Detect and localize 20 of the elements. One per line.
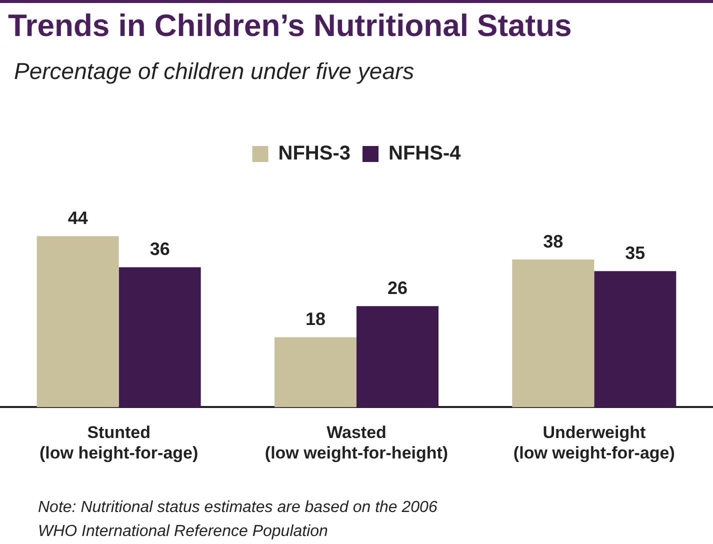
bar [36,236,119,408]
data-label: 44 [68,208,88,228]
x-tick-label: Stunted (low height-for-age) [40,423,198,462]
chart-subtitle: Percentage of children under five years [14,58,414,85]
text: Note: Nutritional status estimates are based on the 2006 WHO International Reference Population [38,498,438,542]
bar [274,337,356,408]
legend-label: NFHS-3 [278,142,351,165]
data-label: 26 [387,278,408,298]
data-label: 35 [625,243,646,264]
x-tick-label: Wasted (low weight-for-height) [264,423,448,462]
chart-title: Trends in Children’s Nutritional Status [8,8,572,44]
legend-label: NFHS-4 [388,142,462,165]
data-label: 36 [150,239,170,260]
data-label: 18 [305,309,326,330]
x-tick-label: Underweight (low weight-for-age) [513,423,675,462]
bar [356,306,438,408]
bar [594,271,676,408]
data-label: 38 [543,231,564,252]
bar [512,260,594,408]
bar [118,267,201,408]
